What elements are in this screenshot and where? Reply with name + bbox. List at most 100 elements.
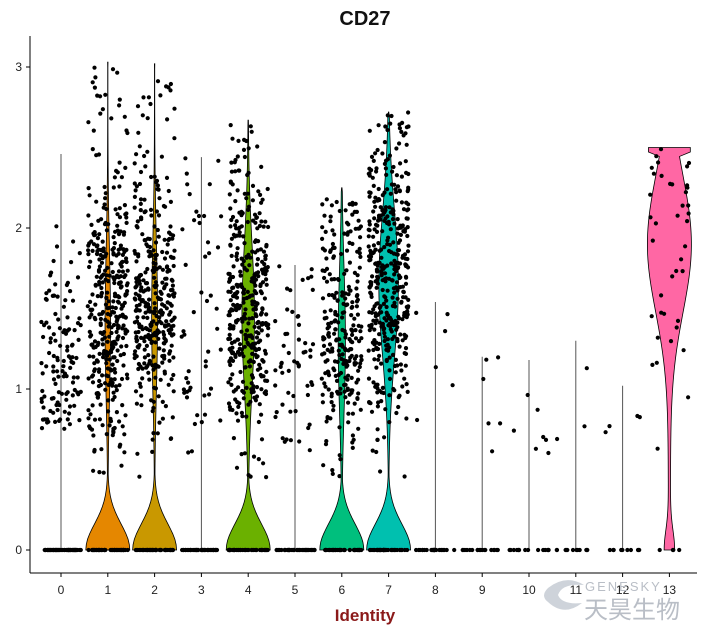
cell-point	[117, 215, 123, 220]
cell-point	[404, 382, 409, 387]
cell-point	[207, 182, 212, 187]
cell-point	[229, 382, 234, 387]
cell-point	[257, 402, 262, 407]
cell-point	[375, 404, 380, 409]
cell-point	[102, 202, 107, 207]
cell-point	[53, 338, 58, 343]
cell-point	[227, 358, 232, 364]
cell-point	[261, 224, 266, 229]
cell-point	[152, 311, 157, 316]
cell-point	[90, 248, 95, 253]
cell-point	[233, 305, 238, 310]
cell-point	[656, 160, 661, 165]
cell-point	[116, 281, 122, 286]
cell-point	[111, 430, 116, 435]
cell-point	[134, 283, 139, 289]
cell-point	[323, 229, 328, 234]
cell-point	[392, 221, 397, 226]
cell-point	[388, 191, 393, 196]
cell-point	[243, 547, 248, 553]
cell-point	[153, 253, 158, 258]
cell-point	[253, 304, 258, 309]
cell-point	[265, 186, 270, 192]
cell-point	[405, 256, 410, 262]
cell-point	[231, 389, 236, 394]
cell-point	[399, 200, 404, 205]
cell-point	[58, 343, 63, 348]
cell-point	[157, 196, 162, 201]
cell-point	[167, 312, 172, 317]
cell-point	[152, 174, 157, 179]
cell-point	[236, 138, 241, 143]
cell-point	[169, 327, 174, 332]
cell-point	[394, 280, 400, 285]
cell-point	[184, 376, 189, 381]
cell-point	[146, 370, 151, 375]
cell-point	[134, 259, 139, 264]
cell-point	[393, 187, 398, 192]
cell-point	[322, 268, 327, 274]
cell-point	[263, 253, 268, 258]
cell-point	[340, 352, 345, 357]
cell-point	[234, 411, 239, 416]
cell-point	[342, 271, 347, 276]
cell-point	[400, 317, 405, 322]
cell-point	[227, 192, 232, 197]
cell-point	[123, 547, 128, 553]
cell-point	[159, 154, 164, 159]
cell-point	[367, 228, 372, 233]
cell-point	[244, 335, 249, 341]
cell-point	[111, 246, 116, 251]
cell-point	[235, 188, 240, 193]
cell-point	[392, 300, 397, 305]
cell-point	[125, 329, 130, 334]
cell-point	[376, 218, 381, 223]
cell-point	[326, 292, 332, 298]
cell-point	[686, 203, 691, 208]
cell-point	[104, 228, 109, 233]
cell-point	[132, 248, 137, 254]
cell-point	[67, 404, 73, 409]
cell-point	[54, 244, 60, 249]
cell-point	[322, 309, 327, 314]
cell-point	[95, 391, 100, 396]
cell-point	[237, 168, 242, 173]
cell-point	[372, 199, 377, 204]
cell-point	[161, 330, 166, 335]
cell-point	[273, 383, 278, 388]
violin-7	[366, 111, 412, 551]
cell-point	[137, 381, 142, 386]
cell-point	[239, 256, 244, 261]
cell-point	[228, 376, 233, 381]
cell-point	[181, 329, 186, 334]
cell-point	[137, 181, 143, 187]
cell-point	[229, 236, 234, 241]
cell-point	[394, 198, 399, 203]
violin-6	[319, 187, 365, 551]
cell-point	[385, 242, 390, 247]
cell-point	[308, 354, 313, 359]
cell-point	[107, 357, 112, 362]
cell-point	[67, 327, 72, 332]
watermark: GENESKY 天昊生物	[544, 579, 680, 624]
cell-point	[261, 321, 266, 326]
cell-point	[282, 547, 287, 553]
cell-point	[58, 417, 63, 422]
cell-point	[56, 374, 61, 379]
cell-point	[277, 264, 282, 269]
cell-point	[264, 312, 269, 317]
cell-point	[149, 320, 154, 325]
cell-point	[69, 359, 74, 364]
cell-point	[75, 321, 81, 326]
cell-point	[53, 282, 58, 287]
cell-point	[358, 254, 363, 259]
cell-point	[405, 389, 410, 394]
cell-point	[379, 324, 384, 329]
cell-point	[337, 453, 342, 458]
cell-point	[124, 343, 129, 349]
cell-point	[246, 146, 251, 151]
cell-point	[351, 323, 356, 328]
cell-point	[243, 307, 248, 312]
cell-point	[74, 355, 79, 361]
